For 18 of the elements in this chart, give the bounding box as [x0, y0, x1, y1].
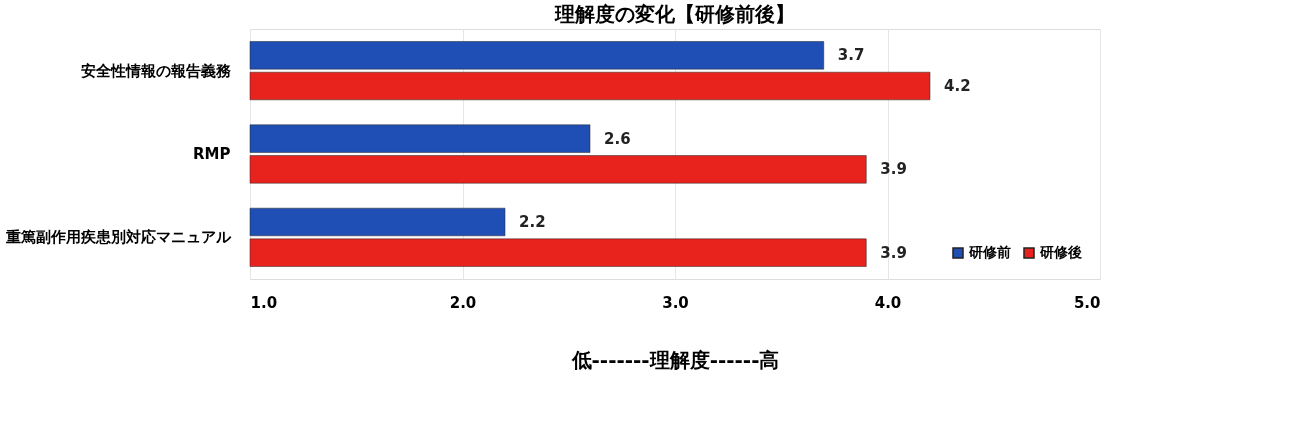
legend-label: 研修前 [968, 244, 1011, 260]
y-tick-label: 重篤副作用疾患別対応マニュアル [4, 228, 232, 247]
y-tick-label: 安全性情報の報告義務 [80, 61, 232, 80]
data-label: 3.9 [880, 243, 907, 262]
y-tick-label: RMP [193, 145, 231, 163]
x-tick-label: 4.0 [874, 293, 902, 312]
data-label: 3.7 [837, 46, 865, 65]
data-label: 4.2 [944, 77, 971, 96]
x-tick-label: 1.0 [250, 293, 278, 312]
data-label: 2.2 [519, 212, 546, 231]
data-label: 3.9 [880, 160, 907, 179]
x-tick-label: 2.0 [449, 293, 477, 312]
x-tick-label: 5.0 [1073, 293, 1101, 312]
x-tick-label: 3.0 [662, 293, 689, 312]
data-label: 2.6 [604, 129, 631, 148]
legend-label: 研修後 [1039, 244, 1082, 260]
chart-title: 理解度の変化【研修前後】 [554, 2, 795, 26]
x-axis-title: 低-------理解度------高 [570, 347, 780, 372]
